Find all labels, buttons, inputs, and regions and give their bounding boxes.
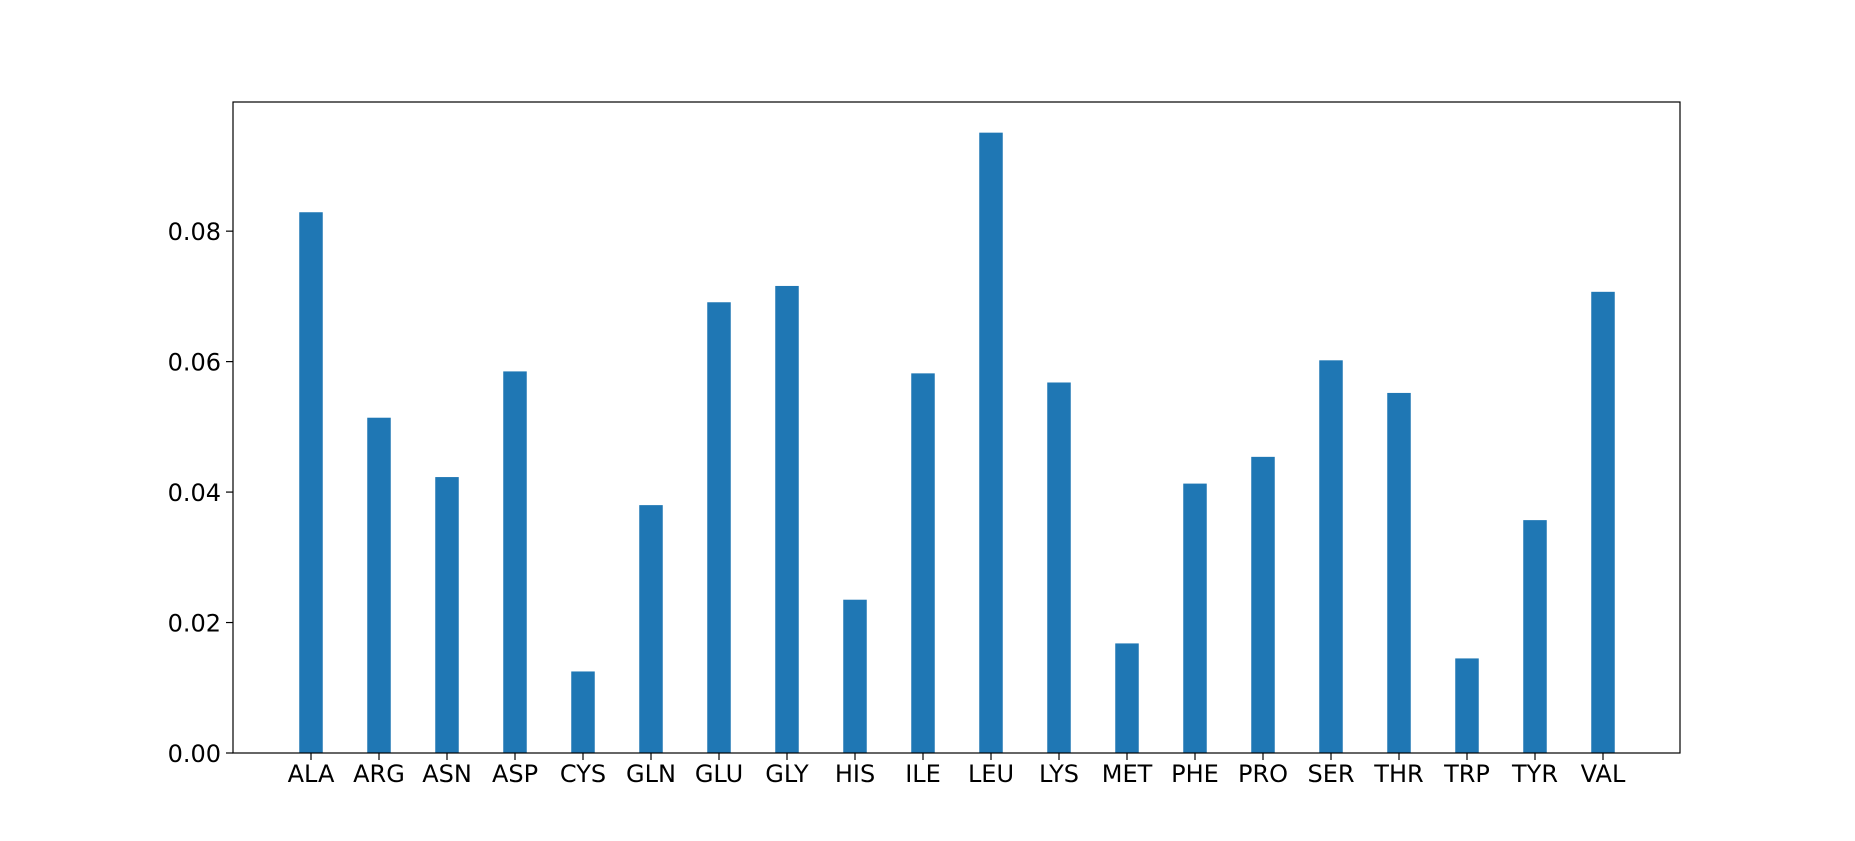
bar-asn — [435, 477, 459, 753]
x-tick-label-ala: ALA — [288, 760, 335, 788]
x-tick-label-pro: PRO — [1238, 760, 1288, 788]
x-tick-label-asp: ASP — [492, 760, 538, 788]
bar-ser — [1319, 360, 1343, 753]
bar-lys — [1047, 382, 1071, 753]
x-tick-label-ser: SER — [1307, 760, 1354, 788]
x-tick-label-trp: TRP — [1443, 760, 1490, 788]
x-tick-label-tyr: TYR — [1511, 760, 1558, 788]
bar-his — [843, 599, 867, 753]
x-axis: ALA ARG ASN ASP CYS GLN GLU GLY HIS ILE LEU LYS MET P… — [288, 753, 1626, 788]
bar-leu — [979, 132, 1003, 753]
x-tick-label-arg: ARG — [353, 760, 405, 788]
x-tick-label-asn: ASN — [422, 760, 472, 788]
bar-glu — [707, 302, 731, 753]
x-tick-label-val: VAL — [1581, 760, 1626, 788]
bar-val — [1591, 291, 1615, 753]
x-tick-label-phe: PHE — [1171, 760, 1219, 788]
bar-trp — [1455, 658, 1479, 753]
bar-ile — [911, 373, 935, 753]
y-tick-label-1: 0.02 — [168, 610, 221, 638]
x-tick-label-ile: ILE — [905, 760, 941, 788]
bar-thr — [1387, 392, 1411, 753]
x-tick-label-gln: GLN — [626, 760, 676, 788]
x-tick-label-lys: LYS — [1039, 760, 1079, 788]
y-axis: 0.00 0.02 0.04 0.06 0.08 — [168, 218, 233, 768]
bar-met — [1115, 643, 1139, 753]
bar-arg — [367, 417, 391, 753]
bar-asp — [503, 371, 527, 753]
bar-phe — [1183, 483, 1207, 753]
bar-cys — [571, 671, 595, 753]
bar-ala — [299, 212, 323, 753]
x-tick-label-his: HIS — [835, 760, 875, 788]
x-tick-label-leu: LEU — [968, 760, 1014, 788]
x-tick-label-met: MET — [1102, 760, 1153, 788]
y-tick-label-3: 0.06 — [168, 349, 221, 377]
bar-tyr — [1523, 520, 1547, 753]
x-tick-label-cys: CYS — [560, 760, 606, 788]
y-tick-label-4: 0.08 — [168, 218, 221, 246]
x-tick-label-gly: GLY — [765, 760, 809, 788]
y-tick-label-2: 0.04 — [168, 479, 221, 507]
bar-gly — [775, 285, 799, 753]
bar-group — [299, 132, 1615, 753]
x-tick-label-thr: THR — [1373, 760, 1423, 788]
y-tick-label-0: 0.00 — [168, 740, 221, 768]
bar-pro — [1251, 456, 1275, 753]
plot-frame — [232, 101, 1681, 754]
bar-gln — [639, 505, 663, 753]
x-tick-label-glu: GLU — [695, 760, 743, 788]
